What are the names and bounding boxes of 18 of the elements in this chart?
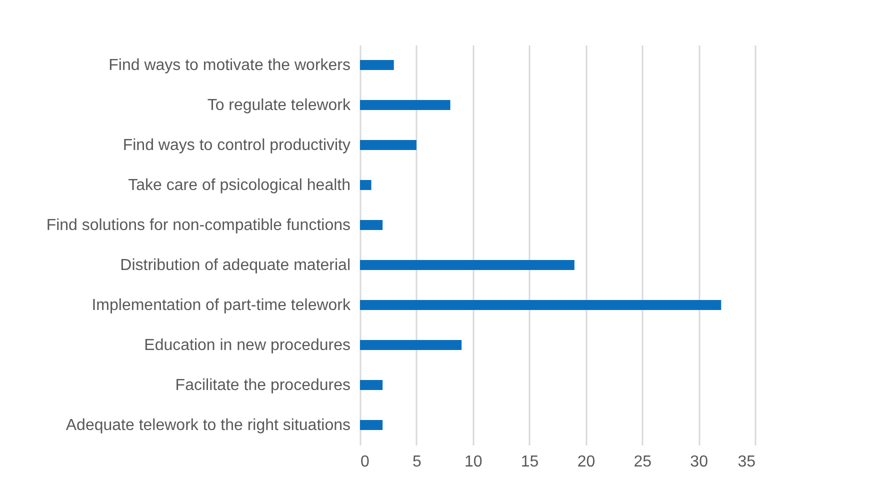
y-tick-label: Find ways to control productivity <box>122 137 350 154</box>
x-tick-label: 15 <box>520 454 539 470</box>
x-tick-label: 30 <box>690 454 708 470</box>
y-tick-label: Adequate telework to the right situations <box>66 417 350 434</box>
x-tick-label: 20 <box>577 454 596 470</box>
y-tick-label: Find ways to motivate the workers <box>108 57 350 74</box>
x-tick-label: 0 <box>360 454 370 470</box>
x-tick-label: 10 <box>464 454 482 470</box>
x-tick-label: 35 <box>738 454 756 470</box>
x-tick-label: 5 <box>412 454 422 470</box>
y-tick-label: Implementation of part-time telework <box>92 297 352 314</box>
y-tick-label: To regulate telework <box>207 97 352 114</box>
y-tick-label: Distribution of adequate material <box>120 257 350 274</box>
y-tick-label: Facilitate the procedures <box>175 377 350 394</box>
y-tick-label: Find solutions for non-compatible functions <box>46 217 350 234</box>
x-tick-label: 25 <box>634 454 652 470</box>
y-tick-label: Take care of psicological health <box>128 177 350 194</box>
y-tick-label: Education in new procedures <box>144 337 350 354</box>
